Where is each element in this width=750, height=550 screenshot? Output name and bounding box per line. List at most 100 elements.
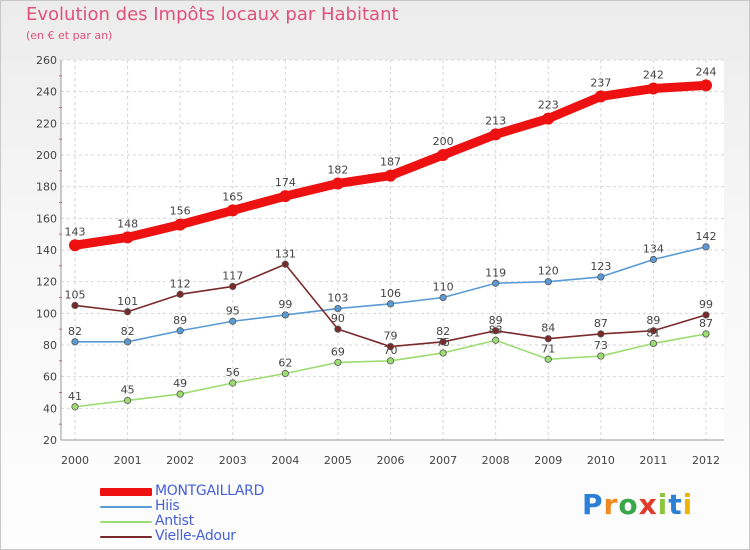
data-point [594, 90, 607, 103]
data-label: 119 [485, 266, 506, 279]
x-tick-label: 2010 [587, 454, 615, 467]
y-tick-label: 80 [43, 339, 57, 352]
data-label: 156 [170, 205, 191, 218]
y-tick-label: 40 [43, 402, 57, 415]
data-point [544, 278, 552, 286]
data-point [597, 330, 605, 338]
data-label: 200 [433, 135, 454, 148]
data-label: 187 [380, 156, 401, 169]
data-point [69, 239, 81, 252]
data-point [121, 231, 134, 244]
data-label: 110 [433, 281, 454, 294]
data-point [281, 369, 289, 378]
x-tick-label: 2004 [271, 454, 299, 467]
data-point [700, 79, 712, 92]
data-point [597, 273, 605, 281]
data-point [226, 204, 239, 217]
data-point [281, 311, 289, 319]
y-tick-label: 120 [36, 276, 57, 289]
data-point [229, 317, 237, 325]
data-label: 84 [541, 322, 555, 335]
data-point [71, 301, 79, 310]
logo-letter: P [582, 488, 604, 521]
data-point [439, 349, 447, 357]
data-label: 142 [696, 230, 717, 243]
data-label: 131 [275, 247, 296, 260]
data-point [229, 379, 237, 387]
legend-label: Vielle-Adour [155, 528, 236, 544]
data-label: 143 [65, 225, 86, 238]
chart-subtitle: (en € et par an) [26, 29, 113, 42]
data-point [334, 325, 342, 333]
data-label: 112 [170, 277, 191, 290]
data-label: 89 [173, 314, 187, 327]
data-point [71, 403, 79, 411]
data-label: 82 [68, 325, 82, 338]
y-tick-label: 140 [36, 244, 57, 257]
y-tick-label: 60 [43, 371, 57, 384]
data-point [489, 128, 502, 141]
data-label: 103 [327, 292, 348, 305]
data-label: 134 [643, 243, 664, 256]
y-tick-label: 160 [36, 212, 57, 225]
data-point [281, 260, 289, 268]
data-label: 244 [696, 65, 717, 78]
data-label: 89 [489, 314, 503, 327]
data-point [649, 255, 658, 264]
data-point [123, 396, 132, 405]
data-point [649, 327, 658, 335]
data-point [439, 293, 447, 302]
y-tick-label: 220 [36, 117, 57, 130]
data-label: 182 [327, 164, 348, 177]
x-tick-label: 2008 [482, 454, 510, 467]
legend: MONTGAILLARD Hiis Antist Vielle-Adour [100, 483, 400, 545]
legend-swatch [100, 521, 152, 523]
data-label: 45 [121, 383, 135, 396]
data-point [384, 169, 397, 182]
legend-item-vielle-adour: Vielle-Adour [100, 528, 400, 545]
data-label: 117 [222, 269, 243, 282]
data-label: 237 [590, 76, 611, 89]
data-label: 99 [278, 298, 292, 311]
data-label: 123 [590, 260, 611, 273]
data-point [123, 338, 132, 346]
data-label: 165 [222, 190, 243, 203]
data-point [544, 335, 552, 343]
data-point [649, 339, 658, 348]
data-point [597, 352, 605, 360]
x-tick-label: 2002 [166, 454, 194, 467]
data-point [702, 330, 710, 338]
data-label: 82 [436, 325, 450, 338]
x-tick-label: 2005 [324, 454, 352, 467]
data-label: 120 [538, 265, 559, 278]
data-label: 62 [278, 357, 292, 370]
data-point [386, 300, 395, 308]
data-point [439, 338, 447, 346]
data-point [542, 112, 555, 125]
logo-letter: r [603, 488, 619, 521]
data-point [702, 243, 710, 251]
data-point [279, 190, 292, 203]
x-tick-label: 2001 [114, 454, 142, 467]
data-point [123, 308, 132, 316]
x-tick-label: 2000 [61, 454, 89, 467]
data-label: 101 [117, 295, 138, 308]
data-label: 56 [226, 366, 240, 379]
data-label: 82 [121, 325, 135, 338]
proxiti-logo: Proxiti [582, 488, 693, 521]
legend-label: Hiis [155, 498, 180, 514]
data-point [386, 357, 395, 365]
y-tick-label: 100 [36, 307, 57, 320]
data-label: 89 [646, 314, 660, 327]
data-label: 213 [485, 114, 506, 127]
legend-label: Antist [155, 513, 194, 529]
data-label: 242 [643, 69, 664, 82]
y-tick-label: 20 [43, 434, 57, 447]
x-tick-label: 2011 [639, 454, 667, 467]
y-tick-label: 200 [36, 149, 57, 162]
data-label: 90 [331, 312, 345, 325]
data-point [647, 82, 660, 95]
data-label: 73 [594, 339, 608, 352]
logo-letter: i [657, 488, 669, 521]
